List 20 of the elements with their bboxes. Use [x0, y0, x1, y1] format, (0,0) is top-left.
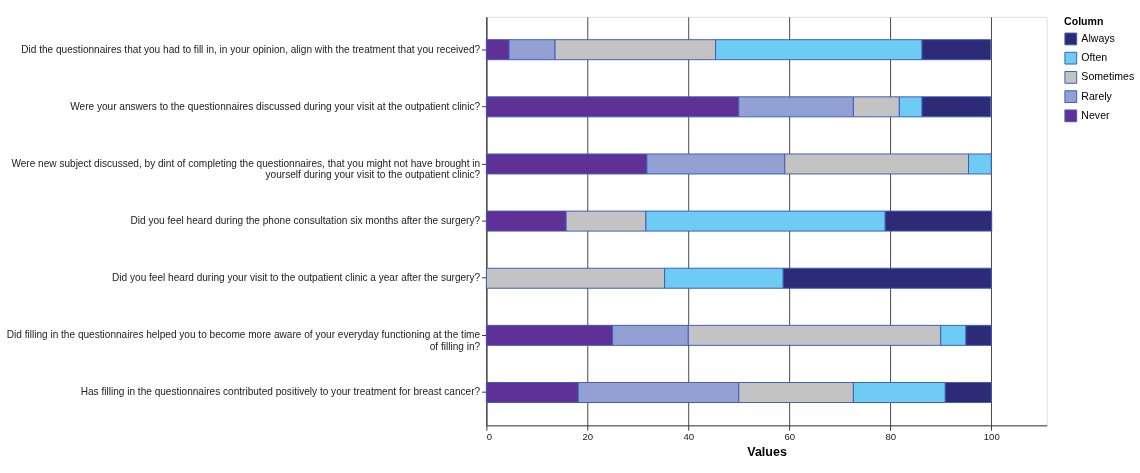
legend-label: Rarely — [1081, 89, 1113, 102]
legend-title: Column — [1064, 15, 1104, 28]
y-tick-label: Did the questionnaires that you had to fill in, in your opinion, align with the treatment that you received? — [21, 43, 481, 55]
x-tick-label: 40 — [683, 431, 695, 443]
legend-label: Sometimes — [1081, 70, 1135, 83]
legend-label: Never — [1081, 108, 1111, 121]
x-tick-label: 20 — [582, 431, 594, 443]
x-tick-label: 0 — [486, 431, 493, 443]
x-tick-label: 80 — [885, 431, 897, 443]
legend-label: Often — [1081, 51, 1108, 64]
y-tick-label: Did you feel heard during your visit to the outpatient clinic a year after the surgery? — [112, 272, 481, 284]
y-tick-label: Were new subject discussed, by dint of completing the questionnaires, that you might not have brought in yourself during your visit to the outpatient clinic? — [11, 157, 481, 181]
legend-label: Always — [1081, 31, 1115, 44]
x-tick-label: 60 — [784, 431, 796, 443]
y-tick-label: Has filling in the questionnaires contributed positively to your treatment for breast cancer? — [80, 386, 481, 398]
y-tick-label: Did filling in the questionnaires helped you to become more aware of your everyday functioning at the time of filling in? — [6, 329, 481, 352]
x-axis-title: Values — [747, 444, 787, 459]
y-tick-label: Did you feel heard during the phone consultation six months after the surgery? — [130, 214, 481, 226]
x-tick-label: 100 — [983, 431, 1000, 443]
y-tick-label: Were your answers to the questionnaires discussed during your visit at the outpatient clinic? — [70, 100, 481, 112]
